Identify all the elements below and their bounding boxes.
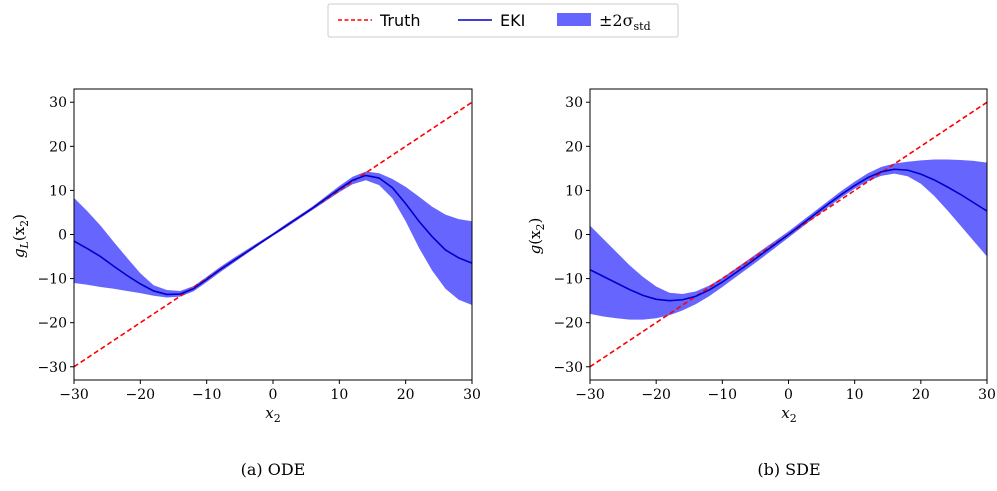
y-tick-label: −10 (553, 272, 583, 288)
series-band-std (590, 159, 987, 320)
series-line-eki (590, 168, 987, 302)
y-axis-label-arg-sub: 2 (534, 223, 547, 230)
y-tick-label: 0 (574, 228, 583, 244)
x-tick-label: 20 (397, 387, 415, 403)
x-axis-label: x2 (781, 404, 796, 425)
plot-marks (74, 101, 472, 368)
y-tick-label: 10 (49, 183, 67, 199)
legend-truth-label: Truth (379, 11, 421, 30)
x-axis-label-main: x (781, 404, 790, 422)
y-tick-label: 20 (49, 139, 67, 155)
x-tick-label: 0 (784, 387, 793, 403)
x-axis-label-sub: 2 (790, 412, 797, 425)
y-tick-label: 30 (49, 95, 67, 111)
y-tick-label: −10 (37, 272, 67, 288)
y-tick-label: 10 (565, 183, 583, 199)
x-axis-label-main: x (265, 404, 274, 422)
x-tick-label: −10 (192, 387, 222, 403)
plot-area: −30 −20 −10 0 10 20 30 −30 −20 −10 0 10 20 30 (37, 88, 481, 403)
y-tick-label: 0 (58, 228, 67, 244)
y-tick-label: −30 (37, 360, 67, 376)
y-axis-label-sub: L (18, 241, 31, 249)
legend-eki-label: EKI (500, 11, 525, 30)
x-tick-label: −30 (575, 387, 605, 403)
panel-caption: (a) ODE (241, 460, 306, 479)
x-tick-label: 0 (269, 387, 278, 403)
x-tick-label: 10 (846, 387, 864, 403)
y-tick-label: −30 (553, 360, 583, 376)
x-axis-label: x2 (265, 404, 280, 425)
x-tick-label: −20 (126, 387, 156, 403)
y-axis-label-arg-sub: 2 (18, 220, 31, 227)
series-band-std (74, 171, 472, 306)
y-axis-label-close: ) (526, 218, 544, 224)
x-tick-label: −20 (641, 387, 671, 403)
y-axis-label: gL(x2) (10, 214, 31, 258)
y-tick-label: 30 (565, 95, 583, 111)
y-tick-label: −20 (37, 316, 67, 332)
x-tick-label: −10 (708, 387, 738, 403)
x-axis-label-sub: 2 (274, 412, 281, 425)
x-tick-label: −30 (59, 387, 89, 403)
y-axis-label-main: g (10, 248, 28, 258)
legend-band-swatch (557, 13, 591, 26)
legend-frame (327, 3, 679, 38)
panel-caption: (b) SDE (757, 460, 820, 479)
y-axis-label-close: ) (10, 214, 28, 220)
x-tick-label: 30 (978, 387, 996, 403)
x-tick-label: 30 (463, 387, 481, 403)
y-tick-label: 20 (565, 139, 583, 155)
x-tick-label: 10 (330, 387, 348, 403)
y-tick-label: −20 (553, 316, 583, 332)
y-axis-label-arg: (x (526, 230, 544, 245)
legend-band-label-main: ±2σ (599, 11, 634, 30)
plot-area: −30 −20 −10 0 10 20 30 −30 −20 −10 0 10 20 30 (553, 88, 996, 403)
plot-marks (590, 101, 987, 368)
y-axis-label-main: g (526, 245, 544, 255)
legend-band-label-sub: std (634, 20, 651, 33)
series-line-eki (74, 174, 472, 296)
x-tick-label: 20 (912, 387, 930, 403)
legend-band-label: ±2σstd (599, 11, 651, 33)
y-axis-label-arg: (x (10, 226, 28, 241)
y-axis-label: g(x2) (526, 218, 547, 255)
legend: Truth EKI ±2σstd (327, 3, 679, 38)
